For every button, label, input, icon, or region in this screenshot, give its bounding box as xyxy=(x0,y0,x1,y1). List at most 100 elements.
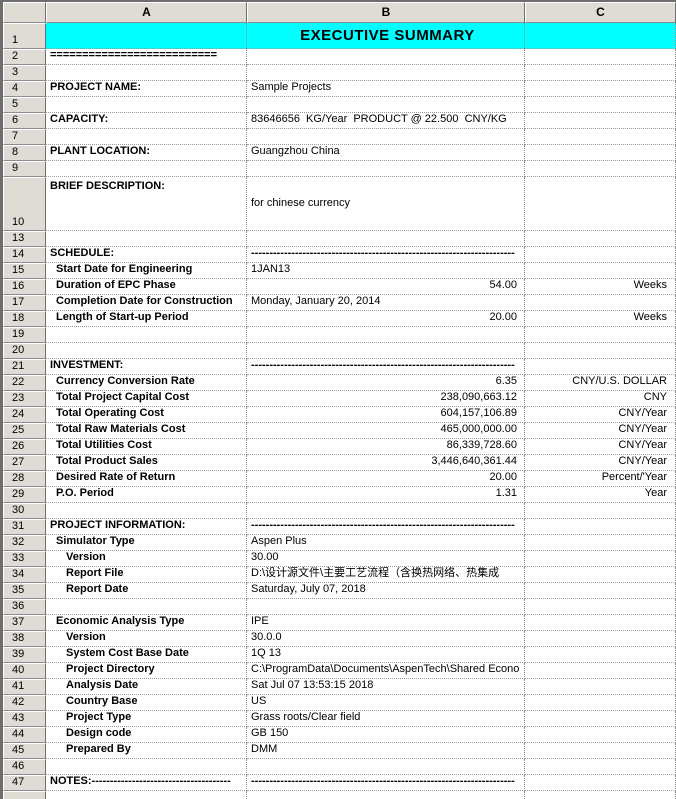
column-header-a[interactable]: A xyxy=(46,2,247,23)
cell-B9[interactable] xyxy=(247,161,525,177)
cell-A21[interactable]: INVESTMENT: xyxy=(46,359,247,375)
cell-C24[interactable]: CNY/Year xyxy=(525,407,676,423)
cell-A40[interactable]: Project Directory xyxy=(46,663,247,679)
cell-B28[interactable]: 20.00 xyxy=(247,471,525,487)
cell-C42[interactable] xyxy=(525,695,676,711)
cell-C32[interactable] xyxy=(525,535,676,551)
cell-B26[interactable]: 86,339,728.60 xyxy=(247,439,525,455)
cell-C1[interactable] xyxy=(525,23,676,49)
cell-B46[interactable] xyxy=(247,759,525,775)
cell-C3[interactable] xyxy=(525,65,676,81)
cell-C8[interactable] xyxy=(525,145,676,161)
row-header-3[interactable]: 3 xyxy=(3,65,46,81)
cell-C15[interactable] xyxy=(525,263,676,279)
cell-B29[interactable]: 1.31 xyxy=(247,487,525,503)
row-header-8[interactable]: 8 xyxy=(3,145,46,161)
cell-A16[interactable]: Duration of EPC Phase xyxy=(46,279,247,295)
cell-A27[interactable]: Total Product Sales xyxy=(46,455,247,471)
cell-C9[interactable] xyxy=(525,161,676,177)
row-header-47[interactable]: 47 xyxy=(3,775,46,791)
cell-B40[interactable]: C:\ProgramData\Documents\AspenTech\Share… xyxy=(247,663,525,679)
cell-C43[interactable] xyxy=(525,711,676,727)
cell-C19[interactable] xyxy=(525,327,676,343)
cell-B5[interactable] xyxy=(247,97,525,113)
cell-C26[interactable]: CNY/Year xyxy=(525,439,676,455)
cell-C38[interactable] xyxy=(525,631,676,647)
cell-B17[interactable]: Monday, January 20, 2014 xyxy=(247,295,525,311)
row-header-21[interactable]: 21 xyxy=(3,359,46,375)
cell-A45[interactable]: Prepared By xyxy=(46,743,247,759)
row-header-18[interactable]: 18 xyxy=(3,311,46,327)
cell-A18[interactable]: Length of Start-up Period xyxy=(46,311,247,327)
row-header-41[interactable]: 41 xyxy=(3,679,46,695)
row-header-13[interactable]: 13 xyxy=(3,231,46,247)
cell-A22[interactable]: Currency Conversion Rate xyxy=(46,375,247,391)
cell-B3[interactable] xyxy=(247,65,525,81)
cell-B2[interactable] xyxy=(247,49,525,65)
row-header-19[interactable]: 19 xyxy=(3,327,46,343)
cell-A46[interactable] xyxy=(46,759,247,775)
cell-B13[interactable] xyxy=(247,231,525,247)
cell-A39[interactable]: System Cost Base Date xyxy=(46,647,247,663)
row-header-39[interactable]: 39 xyxy=(3,647,46,663)
row-header-25[interactable]: 25 xyxy=(3,423,46,439)
cell-C16[interactable]: Weeks xyxy=(525,279,676,295)
cell-A29[interactable]: P.O. Period xyxy=(46,487,247,503)
cell-B25[interactable]: 465,000,000.00 xyxy=(247,423,525,439)
cell-C45[interactable] xyxy=(525,743,676,759)
cell-A20[interactable] xyxy=(46,343,247,359)
cell-A5[interactable] xyxy=(46,97,247,113)
row-header-40[interactable]: 40 xyxy=(3,663,46,679)
row-header-15[interactable]: 15 xyxy=(3,263,46,279)
row-header-46[interactable]: 46 xyxy=(3,759,46,775)
row-header-4[interactable]: 4 xyxy=(3,81,46,97)
cell-B24[interactable]: 604,157,106.89 xyxy=(247,407,525,423)
cell-B8[interactable]: Guangzhou China xyxy=(247,145,525,161)
cell-A43[interactable]: Project Type xyxy=(46,711,247,727)
row-header-45[interactable]: 45 xyxy=(3,743,46,759)
row-header-6[interactable]: 6 xyxy=(3,113,46,129)
row-header-24[interactable]: 24 xyxy=(3,407,46,423)
row-header-14[interactable]: 14 xyxy=(3,247,46,263)
cell-B23[interactable]: 238,090,663.12 xyxy=(247,391,525,407)
cell-B21[interactable]: ----------------------------------------… xyxy=(247,359,525,375)
cell-C23[interactable]: CNY xyxy=(525,391,676,407)
cell-B36[interactable] xyxy=(247,599,525,615)
cell-A10[interactable]: BRIEF DESCRIPTION: xyxy=(46,177,247,231)
cell-C5[interactable] xyxy=(525,97,676,113)
cell-A24[interactable]: Total Operating Cost xyxy=(46,407,247,423)
row-header-35[interactable]: 35 xyxy=(3,583,46,599)
cell-B41[interactable]: Sat Jul 07 13:53:15 2018 xyxy=(247,679,525,695)
row-header-30[interactable]: 30 xyxy=(3,503,46,519)
cell-B30[interactable] xyxy=(247,503,525,519)
cell-B34[interactable]: D:\设计源文件\主要工艺流程（含换热网络、热集成 xyxy=(247,567,525,583)
cell-A3[interactable] xyxy=(46,65,247,81)
cell-B6[interactable]: 83646656 KG/Year PRODUCT @ 22.500 CNY/KG xyxy=(247,113,525,129)
cell-B43[interactable]: Grass roots/Clear field xyxy=(247,711,525,727)
row-header-16[interactable]: 16 xyxy=(3,279,46,295)
cell-C13[interactable] xyxy=(525,231,676,247)
row-header-23[interactable]: 23 xyxy=(3,391,46,407)
cell-A28[interactable]: Desired Rate of Return xyxy=(46,471,247,487)
cell-C14[interactable] xyxy=(525,247,676,263)
row-header-10[interactable]: 10 xyxy=(3,177,46,231)
cell-C2[interactable] xyxy=(525,49,676,65)
row-header-20[interactable]: 20 xyxy=(3,343,46,359)
row-header-36[interactable]: 36 xyxy=(3,599,46,615)
cell-B27[interactable]: 3,446,640,361.44 xyxy=(247,455,525,471)
cell-A9[interactable] xyxy=(46,161,247,177)
cell-C31[interactable] xyxy=(525,519,676,535)
cell-A32[interactable]: Simulator Type xyxy=(46,535,247,551)
cell-C39[interactable] xyxy=(525,647,676,663)
cell-C44[interactable] xyxy=(525,727,676,743)
cell-C37[interactable] xyxy=(525,615,676,631)
row-header-26[interactable]: 26 xyxy=(3,439,46,455)
row-header-1[interactable]: 1 xyxy=(3,23,46,49)
cell-A1[interactable] xyxy=(46,23,247,49)
row-header-2[interactable]: 2 xyxy=(3,49,46,65)
row-header-44[interactable]: 44 xyxy=(3,727,46,743)
cell-C4[interactable] xyxy=(525,81,676,97)
cell-A42[interactable]: Country Base xyxy=(46,695,247,711)
row-header-17[interactable]: 17 xyxy=(3,295,46,311)
cell-A36[interactable] xyxy=(46,599,247,615)
